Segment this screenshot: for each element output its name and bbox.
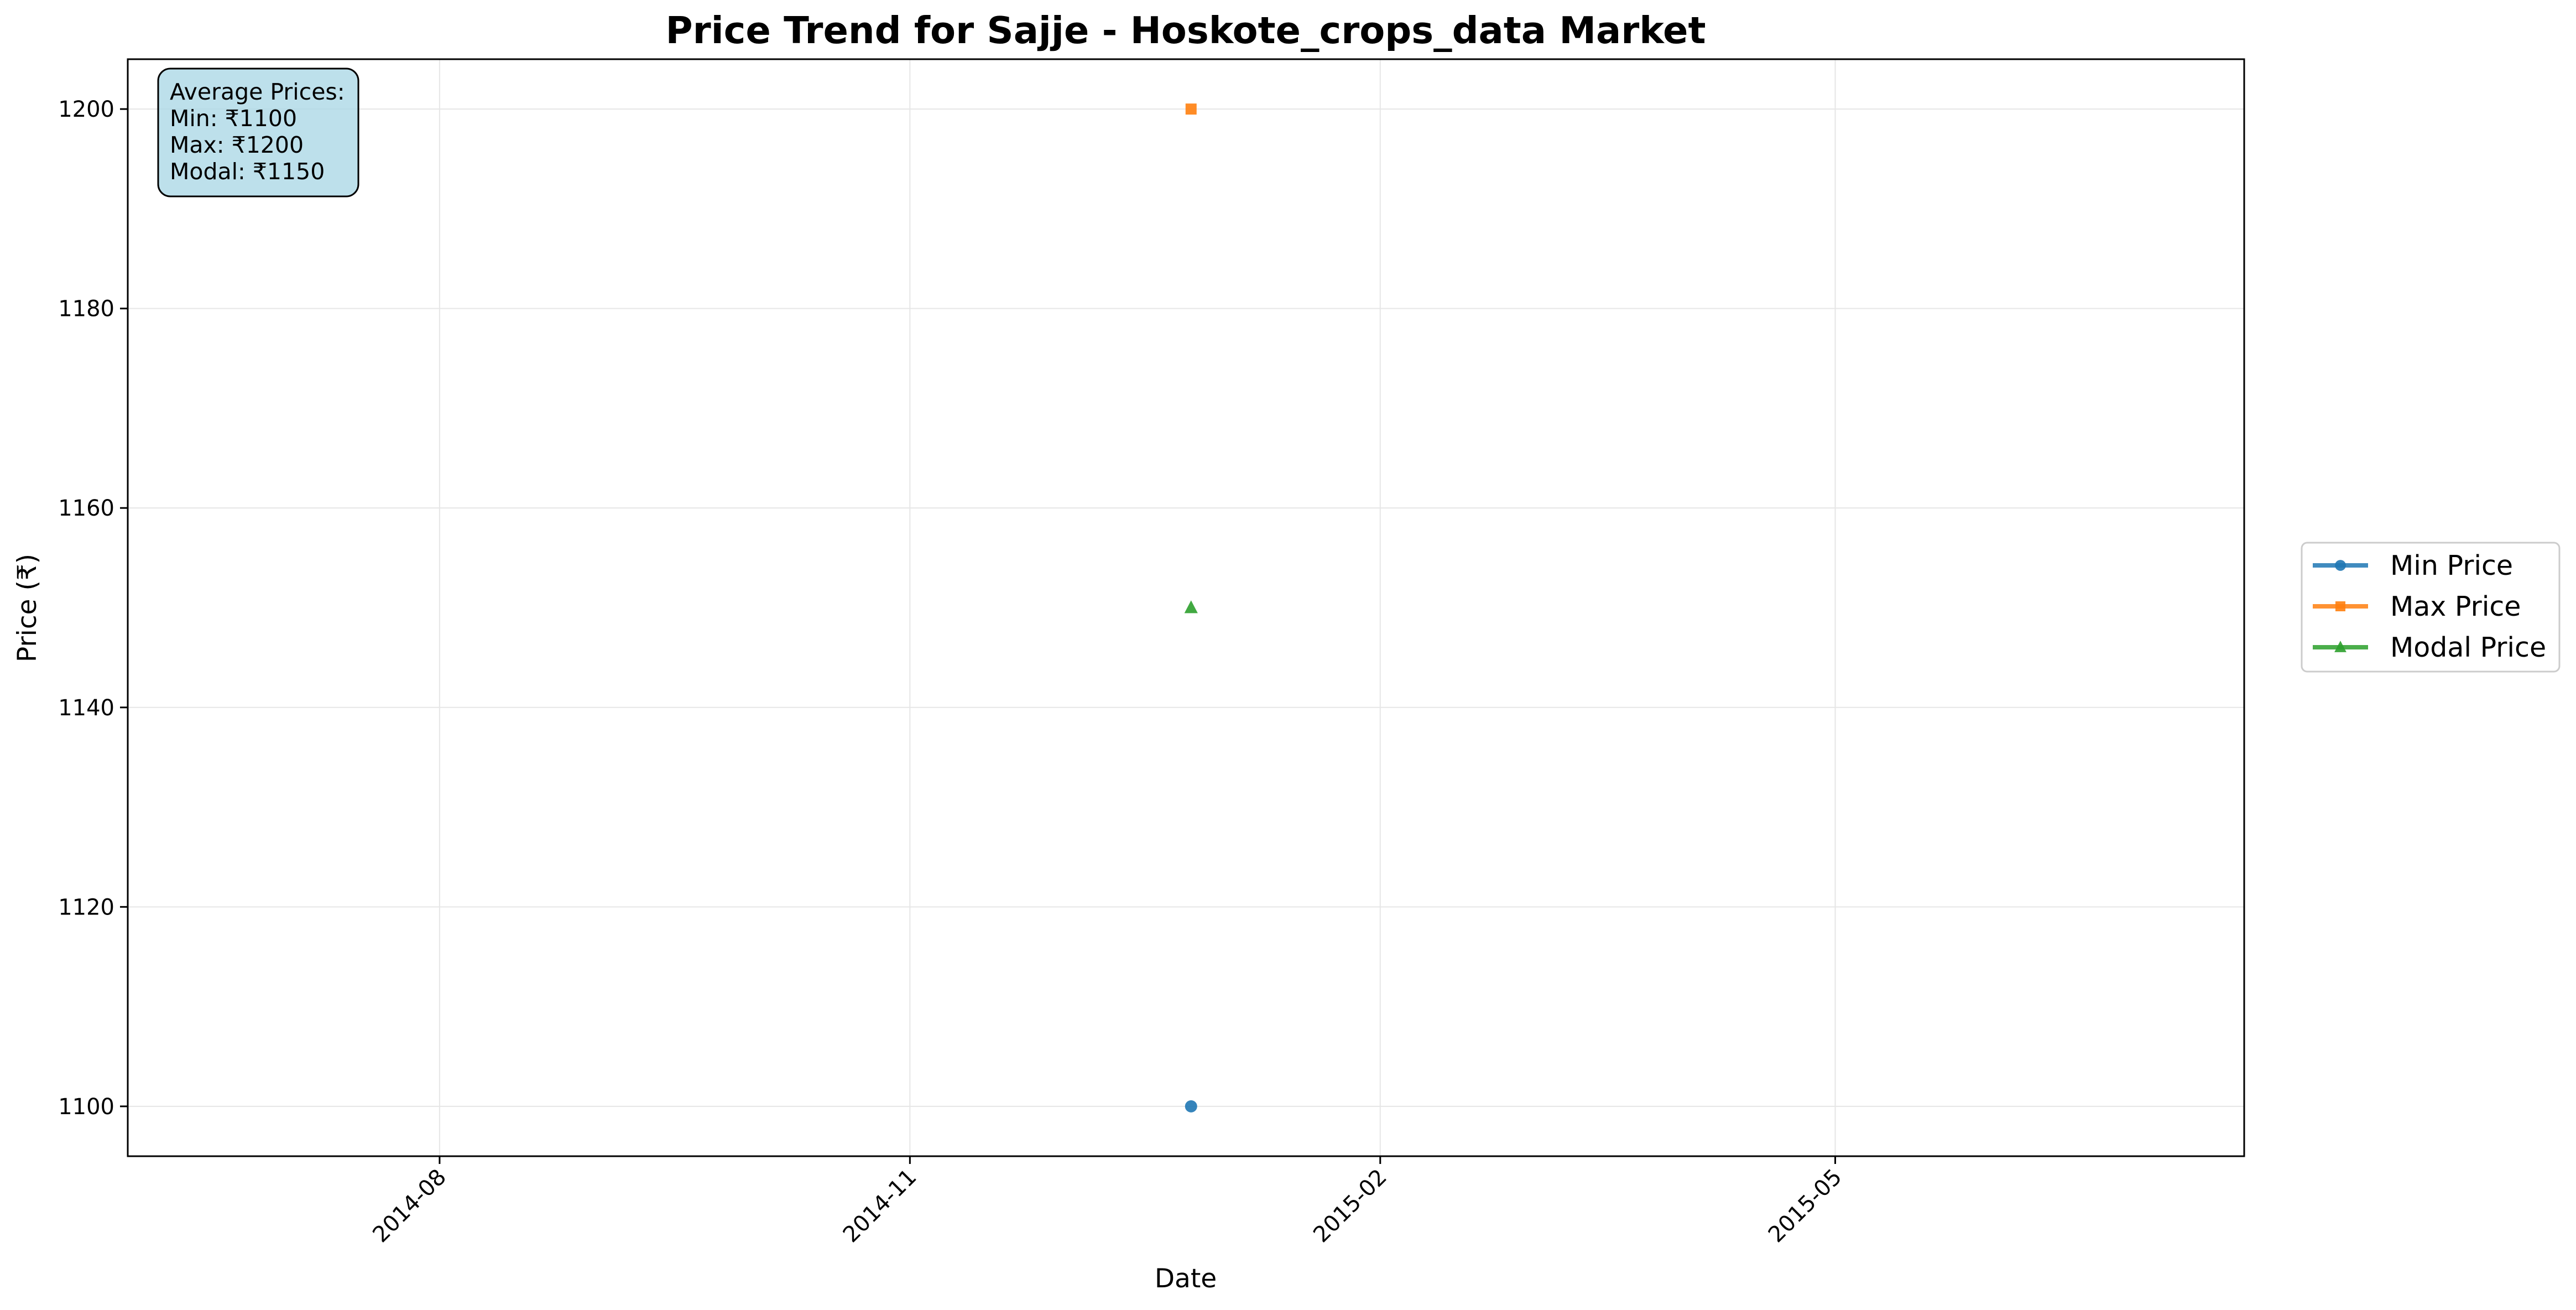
annotation-line-modal: Modal: ₹1150 [170, 158, 325, 185]
data-point-min-price [1185, 1100, 1197, 1113]
marks-layer [1184, 103, 1198, 1113]
y-tick-label: 1200 [58, 97, 114, 122]
y-tick-label: 1120 [58, 895, 114, 920]
annotation-line-max: Max: ₹1200 [170, 132, 304, 158]
y-tick-label: 1100 [58, 1094, 114, 1120]
y-tick-label: 1160 [58, 496, 114, 521]
annotation-background [157, 67, 359, 197]
annotation-box: Average Prices: Min: ₹1100 Max: ₹1200 Mo… [157, 67, 359, 197]
legend-marker-min-price [2335, 560, 2346, 571]
data-point-modal-price [1184, 600, 1198, 614]
x-axis-label: Date [1155, 1264, 1217, 1294]
data-point-max-price [1185, 103, 1197, 115]
annotation-heading: Average Prices: [170, 79, 345, 105]
legend: Min Price Max Price Modal Price [2301, 542, 2561, 673]
legend-label-max-price: Max Price [2390, 591, 2521, 622]
legend-frame [2301, 542, 2561, 673]
legend-marker-modal-price [2334, 641, 2346, 652]
legend-marker-max-price [2335, 601, 2345, 611]
y-tick-label: 1140 [58, 695, 114, 721]
y-tick-label: 1180 [58, 297, 114, 322]
annotation-line-min: Min: ₹1100 [170, 105, 297, 132]
legend-label-modal-price: Modal Price [2390, 632, 2546, 663]
plot-area-frame [127, 58, 2245, 1157]
y-axis-label: Price (₹) [12, 554, 43, 662]
chart-title: Price Trend for Sajje - Hoskote_crops_da… [665, 9, 1706, 52]
legend-label-min-price: Min Price [2390, 550, 2513, 581]
